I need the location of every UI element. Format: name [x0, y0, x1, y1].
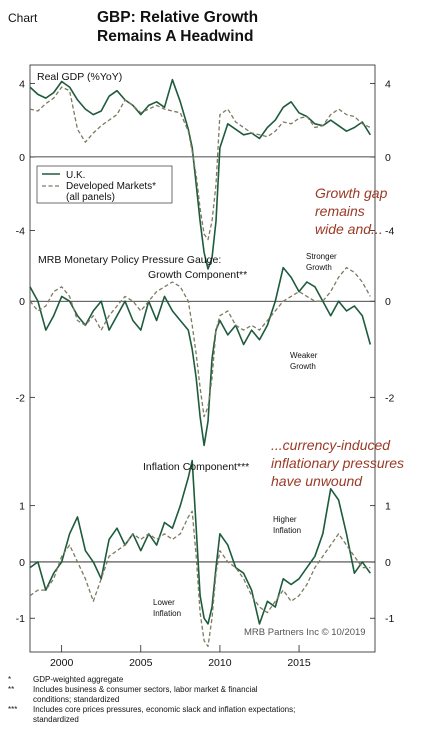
dm-series-line-panel2 — [29, 266, 371, 418]
panel2-subtitle: Growth Component** — [148, 269, 247, 281]
annotation-lower-1: Lower — [153, 598, 175, 607]
y-tick-label-left: -1 — [16, 613, 25, 625]
y-tick-label-left: 1 — [19, 501, 25, 513]
y-tick-label-right: 0 — [385, 152, 391, 164]
y-tick-label-right: -4 — [385, 225, 394, 237]
x-tick-label: 2015 — [287, 657, 311, 669]
dm-series-line-panel1 — [29, 86, 371, 241]
y-tick-label-right: 4 — [385, 78, 391, 90]
y-tick-label-left: 0 — [19, 557, 25, 569]
legend: U.K. Developed Markets* (all panels) — [36, 165, 173, 204]
callout-currency-1: ...currency-induced — [271, 437, 391, 453]
legend-dm-note: (all panels) — [66, 192, 115, 203]
uk-series-line-panel2 — [29, 266, 372, 447]
x-tick-label: 2000 — [50, 657, 74, 669]
chart-label: Chart — [8, 11, 38, 25]
uk-series-line-panel3 — [29, 459, 371, 625]
chart-title-line2: Remains A Headwind — [97, 28, 253, 45]
footnote-text: conditions; standardized — [33, 695, 119, 704]
y-tick-label-left: 4 — [19, 78, 25, 90]
credit-text: MRB Partners Inc © 10/2019 — [244, 627, 366, 638]
callout-growth-3: wide and... — [315, 221, 383, 237]
y-tick-label-left: 0 — [19, 152, 25, 164]
legend-uk-label: U.K. — [66, 170, 85, 181]
panel1-title: Real GDP (%YoY) — [37, 71, 122, 83]
legend-box — [36, 165, 173, 204]
callout-currency-2: inflationary pressures — [271, 455, 404, 471]
footnote-marker: *** — [8, 705, 17, 714]
y-tick-label-left: -2 — [16, 392, 25, 404]
y-tick-label-right: -2 — [385, 392, 394, 404]
series-layer — [29, 78, 372, 648]
panel3-title: Inflation Component*** — [143, 461, 249, 473]
plot-frame — [29, 64, 376, 653]
footnotes: * GDP-weighted aggregate ** Includes busine… — [8, 675, 295, 724]
x-tick-label: 2010 — [208, 657, 232, 669]
annotation-weaker-2: Growth — [290, 362, 316, 371]
annotation-higher-2: Inflation — [273, 526, 301, 535]
panel2-title: MRB Monetary Policy Pressure Gauge: — [38, 254, 221, 266]
footnote-text: standardized — [33, 715, 79, 724]
y-tick-label-right: 0 — [385, 557, 391, 569]
x-tick-label: 2005 — [129, 657, 153, 669]
footnote-text: GDP-weighted aggregate — [33, 675, 124, 684]
annotation-stronger-2: Growth — [306, 263, 332, 272]
y-tick-label-left: -4 — [16, 225, 25, 237]
callout-growth-2: remains — [315, 203, 365, 219]
callout-growth-1: Growth gap — [315, 185, 388, 201]
dm-series-line-panel3 — [29, 510, 371, 648]
y-tick-label-right: 1 — [385, 501, 391, 513]
annotation-higher-1: Higher — [273, 515, 297, 524]
chart-title-line1: GBP: Relative Growth — [97, 9, 258, 26]
footnote-text: Includes business & consumer sectors, la… — [33, 685, 258, 694]
y-tick-label-right: -1 — [385, 613, 394, 625]
y-tick-label-right: 0 — [385, 296, 391, 308]
annotation-weaker-1: Weaker — [290, 351, 318, 360]
y-tick-label-left: 0 — [19, 296, 25, 308]
footnote-text: Includes core prices pressures, economic… — [33, 705, 295, 714]
footnote-marker: ** — [8, 685, 14, 694]
callout-currency-3: have unwound — [271, 473, 363, 489]
annotation-stronger-1: Stronger — [306, 252, 337, 261]
legend-dm-label: Developed Markets* — [66, 181, 156, 192]
footnote-marker: * — [8, 675, 11, 684]
annotation-lower-2: Inflation — [153, 609, 181, 618]
